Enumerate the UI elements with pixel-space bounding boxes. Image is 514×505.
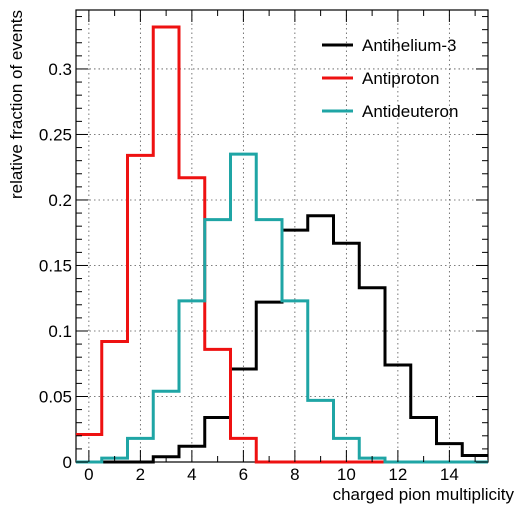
x-tick-label: 12 bbox=[388, 465, 407, 484]
x-tick-label: 2 bbox=[136, 465, 145, 484]
y-tick-label: 0.15 bbox=[39, 256, 72, 275]
y-axis-title: relative fraction of events bbox=[7, 10, 26, 199]
legend-label-antiproton: Antiproton bbox=[362, 69, 440, 88]
x-tick-label: 10 bbox=[337, 465, 356, 484]
x-tick-label: 4 bbox=[187, 465, 196, 484]
legend-label-antihelium-3: Antihelium-3 bbox=[362, 36, 457, 55]
legend: Antihelium-3 Antiproton Antideuteron bbox=[322, 36, 458, 121]
y-tick-label: 0.3 bbox=[48, 60, 72, 79]
y-tick-label: 0.05 bbox=[39, 387, 72, 406]
series-antihelium-3-line bbox=[76, 214, 488, 464]
legend-label-antideuteron: Antideuteron bbox=[362, 102, 458, 121]
x-tick-label: 6 bbox=[239, 465, 248, 484]
grid-lines bbox=[76, 10, 488, 462]
x-axis-title: charged pion multiplicity bbox=[333, 485, 514, 504]
x-tick-label: 8 bbox=[290, 465, 299, 484]
series-layer bbox=[76, 25, 488, 464]
x-tick-label: 0 bbox=[84, 465, 93, 484]
y-tick-label: 0.2 bbox=[48, 191, 72, 210]
x-tick-label: 14 bbox=[440, 465, 459, 484]
y-tick-label: 0 bbox=[63, 453, 72, 472]
y-tick-label: 0.1 bbox=[48, 322, 72, 341]
tick-layer: 0 2 4 6 8 10 12 14 0 0.05 0.1 0.15 0.2 0.25 0.3 bbox=[39, 10, 488, 484]
series-antideuteron-line bbox=[76, 152, 488, 464]
y-tick-label: 0.25 bbox=[39, 125, 72, 144]
